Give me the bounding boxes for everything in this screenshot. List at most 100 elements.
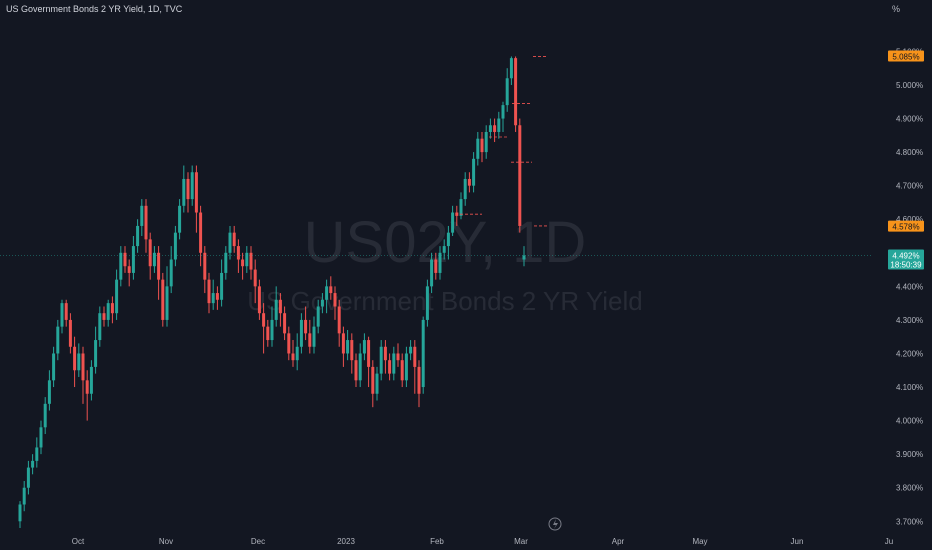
candle-body xyxy=(182,178,186,206)
candle-body xyxy=(85,380,89,394)
candle-body xyxy=(224,252,228,273)
candles-group xyxy=(18,56,526,528)
candle-body xyxy=(367,340,371,367)
candle-body xyxy=(190,172,194,200)
candle-body xyxy=(354,360,358,381)
candle-body xyxy=(173,232,177,260)
price-tick-label: 3.900% xyxy=(896,450,923,459)
candle-body xyxy=(463,178,467,200)
candle-body xyxy=(262,313,266,327)
candle-body xyxy=(161,279,165,320)
price-tick-label: 4.000% xyxy=(896,417,923,426)
candle-body xyxy=(56,326,60,354)
chart-annotations: 5.085% 4.578% 4.492%18:50:39 xyxy=(0,50,924,531)
price-tick-label: 4.600% xyxy=(896,215,923,224)
candle-body xyxy=(312,326,316,347)
candle-body xyxy=(165,286,169,320)
time-tick-label: 2023 xyxy=(337,537,355,546)
countdown-timer: 18:50:39 xyxy=(890,260,922,269)
candle-body xyxy=(304,319,308,334)
candle-body xyxy=(136,225,140,247)
candle-body xyxy=(505,78,509,106)
candle-body xyxy=(350,340,354,361)
candle-body xyxy=(178,205,182,233)
candle-body xyxy=(341,333,345,354)
candle-body xyxy=(413,346,417,367)
candle-body xyxy=(455,212,459,216)
candle-body xyxy=(203,252,207,280)
high-price-badge-text: 5.085% xyxy=(892,52,919,61)
price-tick-label: 4.100% xyxy=(896,383,923,392)
candle-body xyxy=(514,58,518,126)
candle-body xyxy=(127,266,131,273)
high-price-badge xyxy=(888,50,924,62)
time-tick-label: Feb xyxy=(430,537,444,546)
lightning-icon xyxy=(548,517,562,531)
candle-body xyxy=(291,353,295,361)
candle-body xyxy=(257,286,261,314)
candle-body xyxy=(89,366,93,394)
candle-body xyxy=(123,252,127,267)
candle-body xyxy=(497,118,501,132)
candle-body xyxy=(287,333,291,354)
candle-body xyxy=(157,252,161,280)
candle-body xyxy=(392,353,396,374)
candle-body xyxy=(98,313,102,341)
candle-body xyxy=(388,360,392,374)
candle-body xyxy=(417,366,421,394)
time-axis[interactable]: Oct Nov Dec 2023 Feb Mar Apr May Jun Ju xyxy=(72,537,893,546)
candle-body xyxy=(68,319,72,347)
candle-body xyxy=(253,269,257,287)
price-tick-label: 4.700% xyxy=(896,182,923,191)
candle-body xyxy=(199,212,203,253)
candle-body xyxy=(39,427,43,448)
candle-body xyxy=(379,346,383,374)
chart-header-title: US Government Bonds 2 YR Yield, 1D, TVC xyxy=(6,4,183,14)
price-tick-label: 3.800% xyxy=(896,484,923,493)
candle-body xyxy=(501,105,505,119)
level-price-badge-text: 4.578% xyxy=(892,223,919,232)
unit-label: % xyxy=(891,4,900,14)
candle-body xyxy=(94,340,98,367)
candle-body xyxy=(152,252,156,267)
candle-body xyxy=(73,346,77,371)
candle-body xyxy=(362,340,366,354)
candle-body xyxy=(325,286,329,300)
candle-body xyxy=(509,58,513,79)
candle-body xyxy=(480,138,484,153)
candle-body xyxy=(140,205,144,226)
candle-body xyxy=(438,252,442,273)
candle-body xyxy=(278,299,282,314)
price-tick-label: 5.000% xyxy=(896,81,923,90)
time-tick-label: Oct xyxy=(72,537,85,546)
candle-body xyxy=(266,326,270,341)
price-axis[interactable]: 3.700% 3.800% 3.900% 4.000% 4.100% 4.200% 4.30… xyxy=(896,47,923,526)
candle-body xyxy=(467,178,471,186)
candle-body xyxy=(26,467,30,488)
candle-body xyxy=(434,259,438,273)
candle-body xyxy=(333,293,337,307)
candle-body xyxy=(274,299,278,320)
candle-body xyxy=(400,360,404,381)
candle-body xyxy=(186,178,190,200)
candle-body xyxy=(299,319,303,347)
candle-body xyxy=(18,504,22,522)
candle-body xyxy=(430,259,434,287)
candle-body xyxy=(488,125,492,132)
candle-body xyxy=(207,279,211,304)
candle-body xyxy=(518,125,522,226)
candle-body xyxy=(148,239,152,267)
price-tick-label: 4.400% xyxy=(896,282,923,291)
candle-body xyxy=(383,346,387,361)
candle-body xyxy=(358,353,362,381)
price-tick-label: 4.200% xyxy=(896,349,923,358)
time-tick-label: Ju xyxy=(885,537,893,546)
candle-body xyxy=(232,232,236,247)
level-price-badge xyxy=(888,220,924,232)
candle-body xyxy=(493,125,497,132)
candle-body xyxy=(337,306,341,334)
last-price-badge-text: 4.492% xyxy=(892,251,919,260)
candle-body xyxy=(52,353,56,381)
time-tick-label: May xyxy=(692,537,707,546)
